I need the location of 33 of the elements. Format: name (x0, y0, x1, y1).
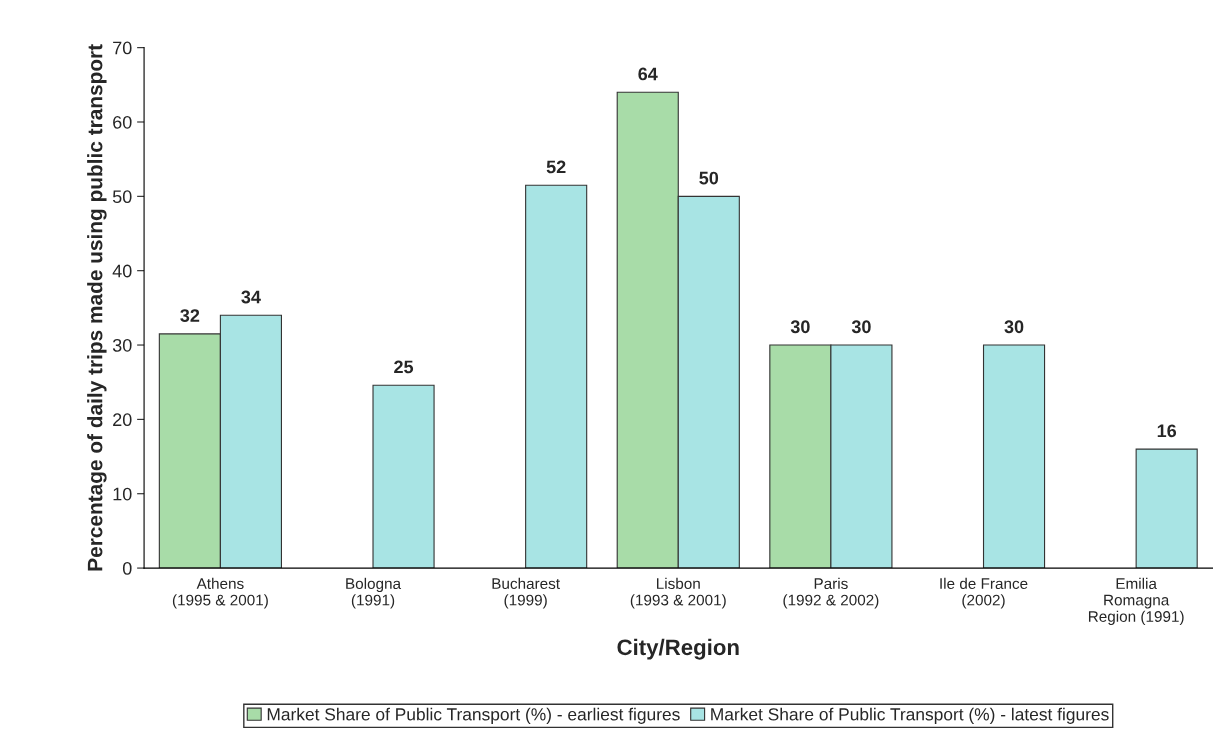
data-label: 64 (638, 67, 658, 81)
data-label: 50 (699, 171, 719, 185)
data-label: 32 (180, 309, 200, 322)
bar (982, 344, 1046, 569)
x-tick-label: Bologna (1991) (346, 577, 402, 609)
bar (525, 184, 588, 569)
y-tick-label: 60 (113, 115, 132, 129)
bar (1135, 448, 1198, 569)
data-label: 30 (851, 320, 871, 334)
y-tick-label: 40 (112, 264, 132, 278)
data-label: 30 (1004, 320, 1024, 334)
x-tick-label: Bucharest (1999) (492, 577, 560, 609)
x-axis-title: City/Region (617, 638, 739, 660)
data-label: 25 (394, 360, 414, 374)
y-tick-label: 70 (113, 41, 132, 55)
x-tick-label: Ile de France (2002) (940, 577, 1028, 609)
legend-label: Market Share of Public Transport (%) - earliest figures (267, 707, 680, 724)
x-tick-label: Emilia Romagna Region (1991) (1088, 577, 1184, 625)
data-label: 34 (241, 290, 261, 304)
data-label: 52 (546, 160, 566, 174)
data-label: 16 (1157, 424, 1177, 438)
bar (372, 384, 435, 569)
y-tick-label: 30 (112, 338, 132, 352)
x-tick-label: Athens (1995 & 2001) (172, 577, 268, 609)
x-tick-label: Lisbon (1993 & 2001) (630, 577, 726, 609)
y-tick-label: 20 (113, 413, 132, 427)
x-tick-label: Paris (1992 & 2002) (783, 577, 879, 609)
y-tick-label: 10 (113, 487, 132, 501)
y-axis-title: Percentage of daily trips made using public transport (87, 44, 107, 571)
y-tick-label: 0 (122, 562, 132, 575)
y-tick-label: 50 (112, 190, 132, 204)
data-label: 30 (790, 320, 810, 334)
legend-label: Market Share of Public Transport (%) - latest figures (711, 707, 1109, 724)
